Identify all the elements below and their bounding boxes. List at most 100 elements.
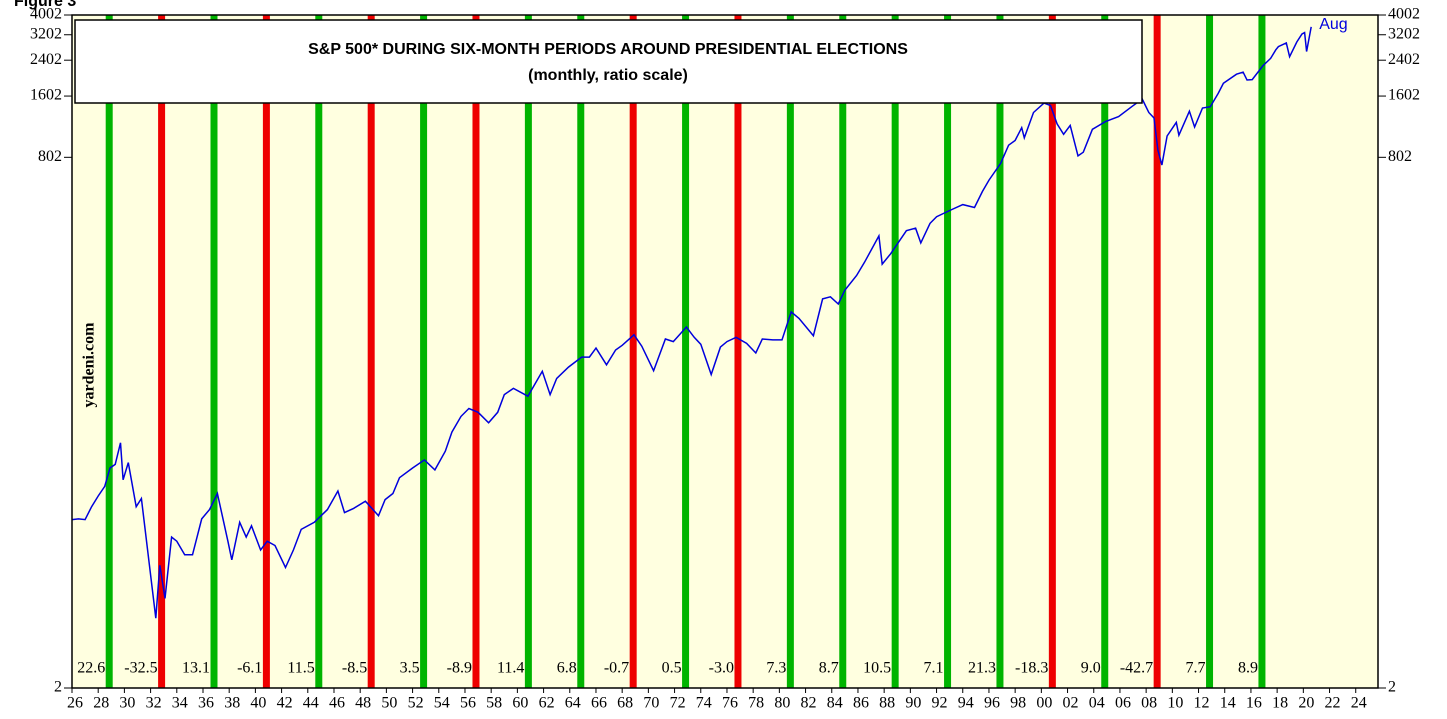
x-tick-label: 86 xyxy=(853,695,869,712)
end-label: Aug xyxy=(1319,16,1347,33)
x-tick-label: 02 xyxy=(1063,695,1079,712)
x-tick-label: 66 xyxy=(591,695,607,712)
change-label: 6.8 xyxy=(557,660,577,677)
figure-label: Figure 3 xyxy=(14,0,76,10)
election-bar xyxy=(1206,15,1214,688)
change-label: 3.5 xyxy=(400,660,420,677)
title-box xyxy=(74,19,1143,104)
x-tick-label: 96 xyxy=(984,695,1000,712)
x-tick-label: 78 xyxy=(748,695,764,712)
x-tick-label: 68 xyxy=(617,695,633,712)
plot-frame xyxy=(71,14,1379,689)
election-bar xyxy=(367,15,375,688)
x-tick-label: 72 xyxy=(670,695,686,712)
x-tick-label: 62 xyxy=(539,695,555,712)
x-tick-label: 54 xyxy=(434,695,450,712)
x-tick-label: 74 xyxy=(696,695,712,712)
y2-tick-label: 2402 xyxy=(1388,51,1420,68)
change-label: 0.5 xyxy=(662,660,682,677)
x-tick-label: 98 xyxy=(1010,695,1026,712)
x-tick-label: 20 xyxy=(1298,695,1314,712)
x-tick-label: 82 xyxy=(801,695,817,712)
x-tick-label: 08 xyxy=(1141,695,1157,712)
election-bar xyxy=(1258,15,1266,688)
change-label: 9.0 xyxy=(1081,660,1101,677)
change-label: -8.5 xyxy=(342,660,367,677)
x-tick-label: 44 xyxy=(303,695,319,712)
x-tick-label: 32 xyxy=(146,695,162,712)
x-tick-label: 48 xyxy=(355,695,371,712)
x-tick-label: 52 xyxy=(408,695,424,712)
chart-subtitle: (monthly, ratio scale) xyxy=(528,67,688,84)
election-bar xyxy=(158,15,166,688)
change-label: 8.9 xyxy=(1238,660,1258,677)
x-tick-label: 36 xyxy=(198,695,214,712)
x-tick-label: 24 xyxy=(1351,695,1367,712)
election-bar xyxy=(1101,15,1109,688)
change-label: -8.9 xyxy=(447,660,472,677)
x-tick-label: 16 xyxy=(1246,695,1262,712)
change-label: 13.1 xyxy=(182,660,210,677)
x-tick-label: 84 xyxy=(827,695,843,712)
x-tick-label: 90 xyxy=(905,695,921,712)
change-label: -0.7 xyxy=(604,660,629,677)
y-tick-label: 1602 xyxy=(30,87,62,104)
change-label: -32.5 xyxy=(124,660,157,677)
election-bar xyxy=(996,15,1004,688)
election-bar xyxy=(524,15,532,688)
x-tick-label: 10 xyxy=(1167,695,1183,712)
x-tick-label: 50 xyxy=(381,695,397,712)
change-label: 7.7 xyxy=(1186,660,1206,677)
election-bar xyxy=(682,15,690,688)
y-tick-label: 2402 xyxy=(30,51,62,68)
election-bar xyxy=(315,15,323,688)
change-label: 8.7 xyxy=(819,660,839,677)
x-tick-label: 58 xyxy=(486,695,502,712)
election-bar xyxy=(472,15,480,688)
election-bar xyxy=(629,15,637,688)
election-bar xyxy=(210,15,218,688)
change-label: -42.7 xyxy=(1120,660,1153,677)
x-tick-label: 18 xyxy=(1272,695,1288,712)
x-tick-label: 60 xyxy=(512,695,528,712)
y2-tick-label: 2 xyxy=(1388,679,1396,696)
x-tick-label: 88 xyxy=(879,695,895,712)
y2-tick-label: 802 xyxy=(1388,148,1412,165)
change-label: -18.3 xyxy=(1015,660,1048,677)
change-label: 10.5 xyxy=(863,660,891,677)
y2-tick-label: 1602 xyxy=(1388,87,1420,104)
x-tick-label: 46 xyxy=(329,695,345,712)
x-tick-label: 40 xyxy=(250,695,266,712)
x-tick-label: 04 xyxy=(1089,695,1105,712)
x-tick-label: 28 xyxy=(93,695,109,712)
change-label: 22.6 xyxy=(77,660,105,677)
y-tick-label: 2 xyxy=(54,679,62,696)
x-tick-label: 22 xyxy=(1325,695,1341,712)
x-tick-label: 70 xyxy=(643,695,659,712)
y-tick-label: 3202 xyxy=(30,25,62,42)
y-tick-label: 4002 xyxy=(30,6,62,23)
election-bar xyxy=(786,15,794,688)
x-tick-label: 42 xyxy=(277,695,293,712)
change-label: 11.5 xyxy=(287,660,314,677)
x-tick-label: 76 xyxy=(722,695,738,712)
y-tick-label: 802 xyxy=(38,148,62,165)
x-tick-label: 34 xyxy=(172,695,188,712)
election-bar xyxy=(734,15,742,688)
election-bar xyxy=(420,15,428,688)
x-tick-label: 56 xyxy=(460,695,476,712)
x-tick-label: 14 xyxy=(1220,695,1236,712)
x-tick-label: 00 xyxy=(1036,695,1052,712)
source-label: yardeni.com xyxy=(81,322,98,408)
election-bar xyxy=(944,15,952,688)
election-bar xyxy=(262,15,270,688)
election-bar xyxy=(577,15,585,688)
sp500-line xyxy=(71,26,1312,619)
y2-tick-label: 4002 xyxy=(1388,6,1420,23)
x-tick-label: 80 xyxy=(774,695,790,712)
x-tick-label: 30 xyxy=(119,695,135,712)
x-tick-label: 64 xyxy=(565,695,581,712)
x-tick-label: 94 xyxy=(958,695,974,712)
